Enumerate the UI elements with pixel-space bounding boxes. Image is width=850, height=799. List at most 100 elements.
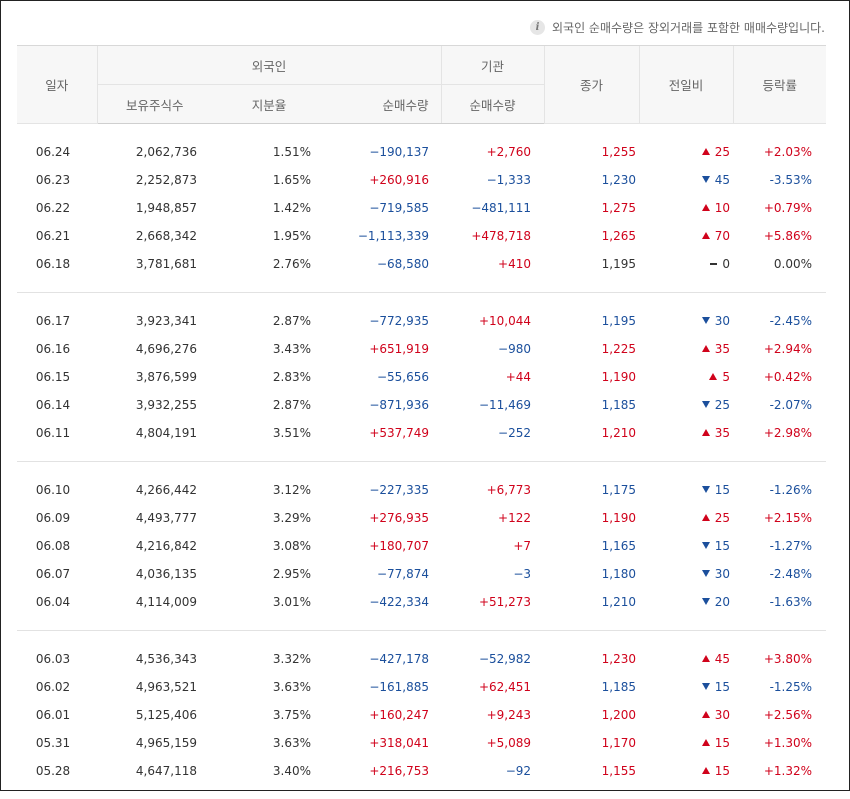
cell-diff: 35 — [639, 335, 733, 363]
cell-date: 06.17 — [17, 307, 97, 335]
cell-holdings: 3,876,599 — [97, 363, 212, 391]
cell-diff-value: 25 — [715, 511, 730, 525]
cell-foreign-net: −68,580 — [326, 250, 441, 278]
cell-close: 1,225 — [544, 335, 639, 363]
cell-date: 06.22 — [17, 194, 97, 222]
cell-rate: +2.98% — [733, 419, 826, 447]
cell-rate: -1.25% — [733, 673, 826, 701]
cell-ratio: 2.76% — [212, 250, 326, 278]
cell-ratio: 3.29% — [212, 504, 326, 532]
info-icon: i — [530, 20, 545, 35]
cell-foreign-net: +276,935 — [326, 504, 441, 532]
cell-diff-value: 30 — [715, 567, 730, 581]
cell-close: 1,200 — [544, 701, 639, 729]
cell-foreign-net: −422,334 — [326, 588, 441, 616]
header-foreign: 외국인 — [97, 46, 441, 85]
cell-foreign-net: −772,935 — [326, 307, 441, 335]
cell-holdings: 4,647,118 — [97, 757, 212, 785]
triangle-down-icon — [702, 401, 710, 408]
cell-holdings: 3,932,255 — [97, 391, 212, 419]
cell-rate: -2.07% — [733, 391, 826, 419]
triangle-down-icon — [702, 683, 710, 690]
cell-diff: 25 — [639, 391, 733, 419]
cell-rate: +1.32% — [733, 757, 826, 785]
cell-foreign-net: +216,753 — [326, 757, 441, 785]
cell-ratio: 2.83% — [212, 363, 326, 391]
triangle-up-icon — [702, 148, 710, 155]
cell-close: 1,195 — [544, 307, 639, 335]
cell-inst-net: −1,333 — [441, 166, 544, 194]
cell-ratio: 1.95% — [212, 222, 326, 250]
cell-ratio: 3.32% — [212, 645, 326, 673]
cell-close: 1,210 — [544, 419, 639, 447]
cell-ratio: 3.40% — [212, 757, 326, 785]
cell-diff: 70 — [639, 222, 733, 250]
cell-holdings: 4,963,521 — [97, 673, 212, 701]
cell-diff: 15 — [639, 729, 733, 757]
cell-rate: +5.86% — [733, 222, 826, 250]
cell-ratio: 3.08% — [212, 532, 326, 560]
cell-diff-value: 25 — [715, 145, 730, 159]
cell-date: 06.07 — [17, 560, 97, 588]
cell-diff-value: 15 — [715, 539, 730, 553]
cell-ratio: 3.63% — [212, 673, 326, 701]
cell-ratio: 3.43% — [212, 335, 326, 363]
cell-close: 1,255 — [544, 138, 639, 166]
cell-inst-net: +2,760 — [441, 138, 544, 166]
cell-diff-value: 15 — [715, 483, 730, 497]
cell-foreign-net: +180,707 — [326, 532, 441, 560]
cell-date: 06.01 — [17, 701, 97, 729]
cell-holdings: 4,216,842 — [97, 532, 212, 560]
cell-inst-net: −3 — [441, 560, 544, 588]
cell-diff-value: 15 — [715, 736, 730, 750]
cell-date: 06.04 — [17, 588, 97, 616]
triangle-up-icon — [702, 514, 710, 521]
cell-date: 06.08 — [17, 532, 97, 560]
cell-close: 1,275 — [544, 194, 639, 222]
cell-foreign-net: −227,335 — [326, 476, 441, 504]
cell-diff: 15 — [639, 757, 733, 785]
cell-rate: +0.42% — [733, 363, 826, 391]
cell-foreign-net: +537,749 — [326, 419, 441, 447]
cell-rate: -1.27% — [733, 532, 826, 560]
cell-diff: 30 — [639, 307, 733, 335]
cell-diff: 15 — [639, 673, 733, 701]
cell-date: 06.14 — [17, 391, 97, 419]
cell-diff: 15 — [639, 476, 733, 504]
cell-close: 1,230 — [544, 166, 639, 194]
cell-inst-net: +478,718 — [441, 222, 544, 250]
cell-close: 1,185 — [544, 673, 639, 701]
triangle-up-icon — [702, 739, 710, 746]
cell-diff: 5 — [639, 363, 733, 391]
cell-holdings: 4,493,777 — [97, 504, 212, 532]
cell-inst-net: +7 — [441, 532, 544, 560]
cell-rate: -1.63% — [733, 588, 826, 616]
cell-ratio: 1.42% — [212, 194, 326, 222]
notice-bar: i 외국인 순매수량은 장외거래를 포함한 매매수량입니다. — [530, 17, 825, 37]
cell-holdings: 3,781,681 — [97, 250, 212, 278]
cell-inst-net: +10,044 — [441, 307, 544, 335]
cell-holdings: 4,536,343 — [97, 645, 212, 673]
triangle-up-icon — [702, 655, 710, 662]
cell-date: 06.15 — [17, 363, 97, 391]
notice-text: 외국인 순매수량은 장외거래를 포함한 매매수량입니다. — [552, 19, 825, 36]
header-date: 일자 — [17, 46, 97, 124]
cell-diff-value: 15 — [715, 764, 730, 778]
cell-date: 06.10 — [17, 476, 97, 504]
cell-inst-net: +5,089 — [441, 729, 544, 757]
cell-date: 06.24 — [17, 138, 97, 166]
cell-date: 05.28 — [17, 757, 97, 785]
cell-holdings: 1,948,857 — [97, 194, 212, 222]
cell-close: 1,210 — [544, 588, 639, 616]
cell-holdings: 4,696,276 — [97, 335, 212, 363]
header-inst-net: 순매수량 — [441, 85, 544, 124]
cell-close: 1,175 — [544, 476, 639, 504]
